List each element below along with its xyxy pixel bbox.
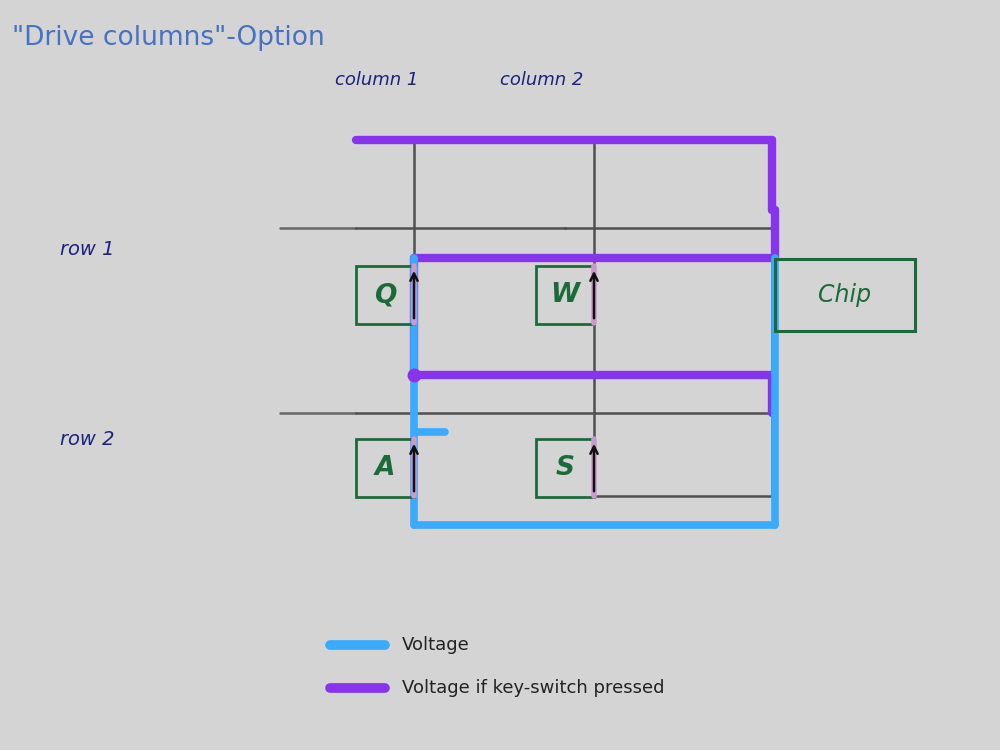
Text: "Drive columns"-Option: "Drive columns"-Option: [12, 25, 325, 51]
Text: Voltage if key-switch pressed: Voltage if key-switch pressed: [402, 679, 664, 697]
Text: row 1: row 1: [60, 240, 114, 259]
Text: W: W: [550, 282, 580, 308]
Text: A: A: [375, 455, 395, 481]
Text: Q: Q: [374, 282, 396, 308]
Text: Chip: Chip: [818, 283, 872, 307]
Text: S: S: [556, 455, 574, 481]
Text: column 1: column 1: [335, 71, 418, 89]
Text: row 2: row 2: [60, 430, 114, 449]
Text: Voltage: Voltage: [402, 636, 470, 654]
Text: column 2: column 2: [500, 71, 583, 89]
